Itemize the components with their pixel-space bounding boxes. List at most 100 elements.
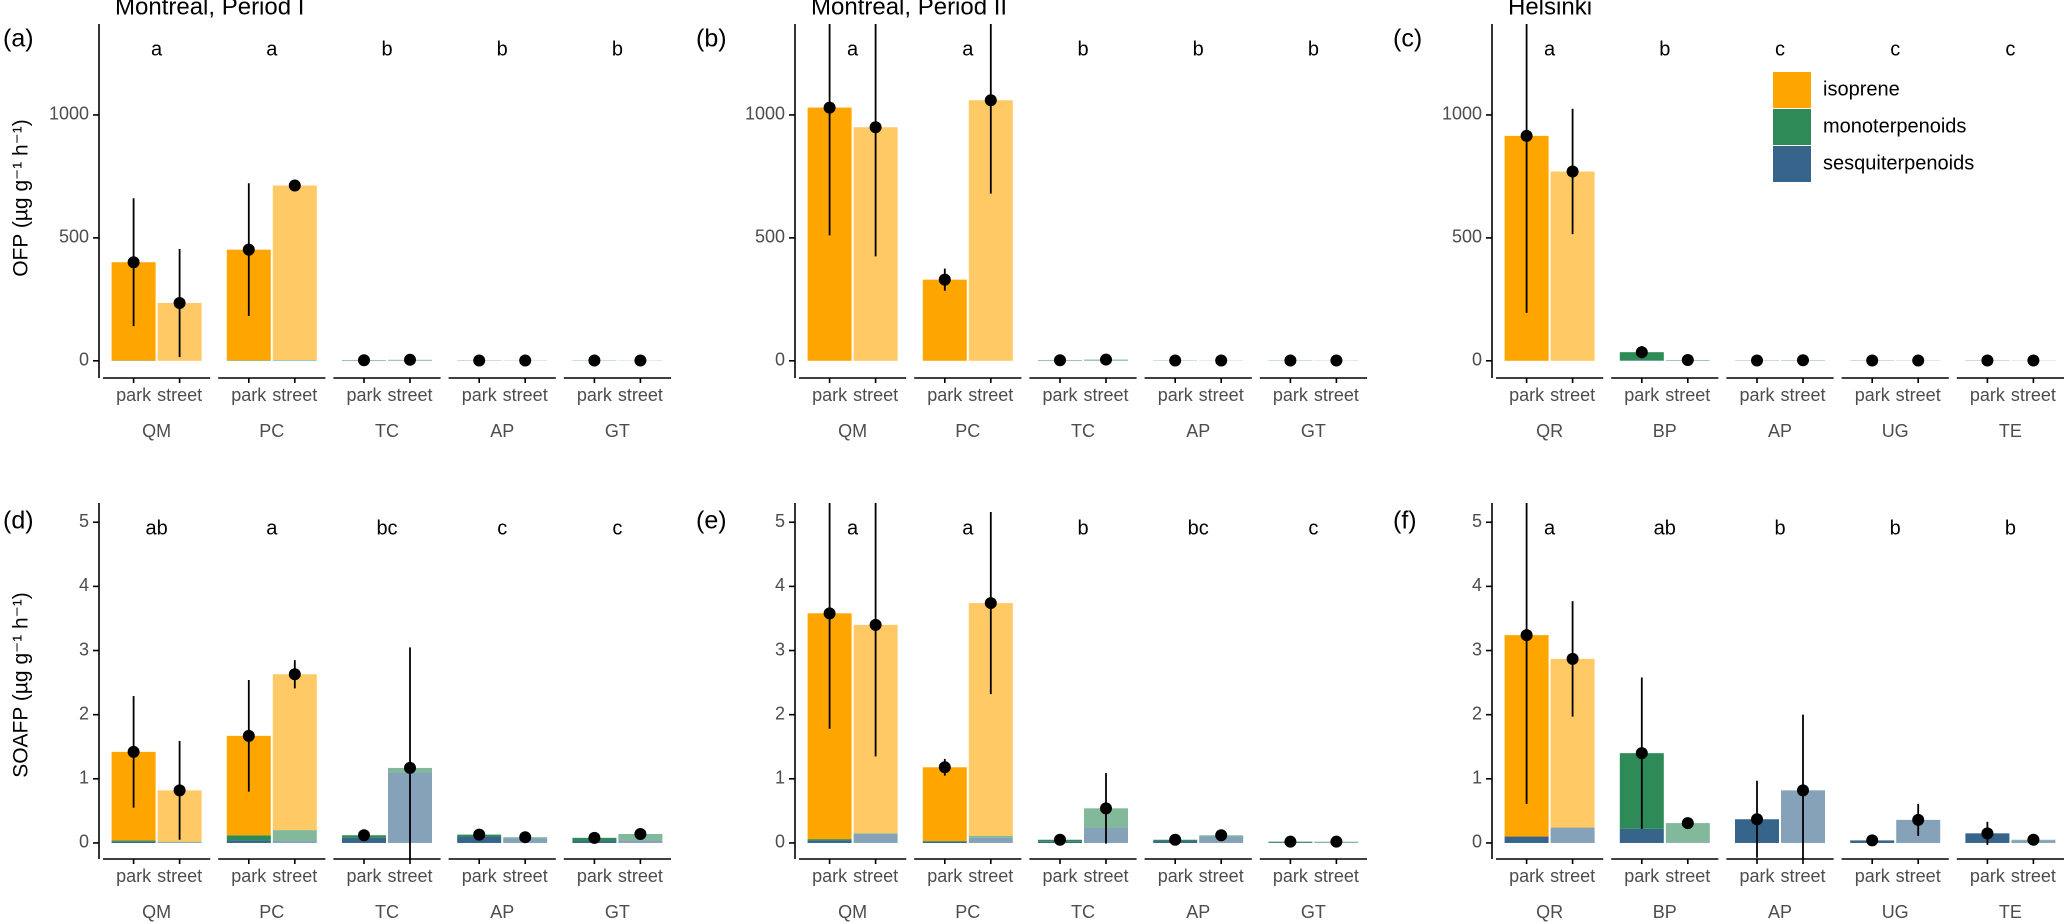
plot-area xyxy=(111,179,663,367)
x-tick-label: street xyxy=(1199,385,1244,405)
y-tick-label: 500 xyxy=(1452,227,1482,247)
significance-letter: a xyxy=(962,517,974,539)
significance-letter: b xyxy=(1308,38,1319,60)
panel-label: (c) xyxy=(1393,25,1422,53)
x-tick-label: park xyxy=(812,385,848,405)
bar-segment xyxy=(272,674,317,831)
group-label: QM xyxy=(142,902,171,922)
x-tick-label: park xyxy=(577,866,613,886)
significance-letter: c xyxy=(1308,517,1318,539)
panel-label: (e) xyxy=(696,507,727,535)
mean-point xyxy=(1169,354,1182,367)
x-tick-label: park xyxy=(1739,385,1775,405)
bar-segment xyxy=(157,842,202,843)
y-tick-label: 1 xyxy=(1472,768,1482,788)
group-label: AP xyxy=(1186,902,1210,922)
y-tick-label: 3 xyxy=(775,639,785,659)
bar-segment xyxy=(618,840,663,843)
y-tick-label: 1000 xyxy=(49,104,89,124)
group-label: QR xyxy=(1536,421,1563,441)
plot-area xyxy=(807,24,1359,367)
panel-title: Montreal, Period II xyxy=(811,0,1007,20)
x-tick-label: street xyxy=(387,866,432,886)
mean-point xyxy=(1100,353,1112,366)
x-tick-label: park xyxy=(462,866,498,886)
mean-point xyxy=(1330,835,1343,848)
mean-point xyxy=(1566,165,1579,178)
mean-point xyxy=(823,101,836,114)
group-label: TC xyxy=(1071,421,1095,441)
significance-letter: c xyxy=(1775,38,1785,60)
x-tick-label: street xyxy=(387,385,432,405)
x-tick-label: street xyxy=(1083,866,1128,886)
significance-letter: a xyxy=(962,38,974,60)
x-tick-label: park xyxy=(577,385,613,405)
mean-point xyxy=(1169,833,1182,846)
x-tick-label: park xyxy=(346,385,382,405)
plot-area xyxy=(1504,503,2056,859)
plot-area xyxy=(1504,24,2056,367)
bar-segment xyxy=(111,841,156,843)
x-tick-label: street xyxy=(1314,866,1359,886)
bar-segment xyxy=(1665,842,1710,843)
y-tick-label: 5 xyxy=(1472,511,1482,531)
y-tick-label: 1000 xyxy=(745,104,785,124)
y-axis-title: OFP (µg g⁻¹ h⁻¹) xyxy=(10,119,33,277)
y-tick-label: 4 xyxy=(775,575,785,595)
group-label: AP xyxy=(1186,421,1210,441)
y-tick-label: 1000 xyxy=(1442,104,1482,124)
mean-point xyxy=(869,121,882,134)
mean-point xyxy=(1635,346,1648,359)
y-tick-label: 0 xyxy=(775,832,785,852)
mean-point xyxy=(1054,833,1066,846)
mean-point xyxy=(1566,652,1579,665)
mean-point xyxy=(1797,354,1809,367)
x-tick-label: street xyxy=(853,385,898,405)
mean-point xyxy=(288,668,301,681)
mean-point xyxy=(634,354,647,367)
x-tick-label: street xyxy=(1896,866,1941,886)
x-tick-label: street xyxy=(2011,385,2056,405)
mean-point xyxy=(519,831,532,844)
group-label: TC xyxy=(375,902,399,922)
bar-segment xyxy=(1665,823,1710,843)
bar-segment xyxy=(272,830,317,842)
mean-point xyxy=(1866,834,1879,847)
x-tick-label: park xyxy=(231,385,267,405)
bar-segment xyxy=(226,835,271,841)
y-tick-label: 4 xyxy=(1472,575,1482,595)
legend-label: sesquiterpenoids xyxy=(1823,152,1974,174)
x-tick-label: park xyxy=(1624,866,1660,886)
significance-letter: bc xyxy=(376,517,397,539)
significance-letter: b xyxy=(381,38,392,60)
x-tick-label: street xyxy=(1314,385,1359,405)
mean-point xyxy=(127,256,140,269)
group-label: GT xyxy=(605,902,630,922)
x-tick-label: street xyxy=(157,866,202,886)
group-label: PC xyxy=(259,902,284,922)
bar-segment xyxy=(922,841,967,842)
group-label: UG xyxy=(1882,902,1909,922)
mean-point xyxy=(1100,802,1112,815)
y-axis-title: SOAFP (µg g⁻¹ h⁻¹) xyxy=(10,592,33,778)
mean-point xyxy=(823,607,836,620)
x-tick-label: park xyxy=(812,866,848,886)
mean-point xyxy=(473,354,486,367)
bar-segment xyxy=(922,841,967,843)
mean-point xyxy=(1751,354,1763,367)
group-label: PC xyxy=(259,421,284,441)
bar-segment xyxy=(922,279,967,361)
mean-point xyxy=(358,829,370,842)
mean-point xyxy=(1284,835,1297,848)
bar-segment xyxy=(853,833,898,843)
mean-point xyxy=(1981,827,1994,840)
mean-point xyxy=(288,179,301,192)
mean-point xyxy=(1751,813,1763,826)
mean-point xyxy=(173,297,186,310)
x-tick-label: park xyxy=(927,385,963,405)
significance-letter: b xyxy=(1077,38,1088,60)
x-tick-label: street xyxy=(1550,866,1595,886)
bar-segment xyxy=(111,840,156,842)
mean-point xyxy=(938,761,951,774)
